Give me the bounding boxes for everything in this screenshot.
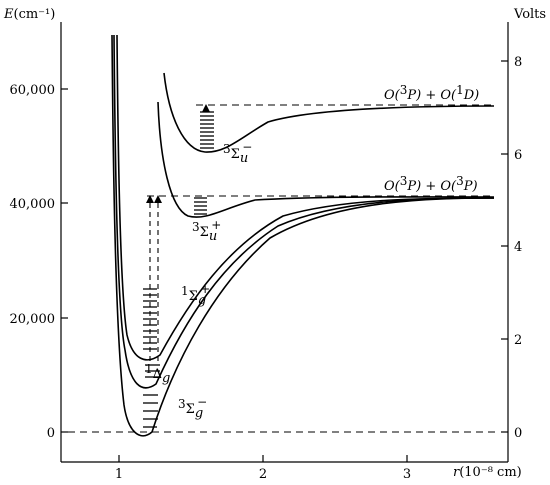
- left-axis-title-unit: (cm⁻¹): [14, 7, 56, 22]
- left-tick-label-60000: 60,000: [10, 83, 56, 98]
- transition-arrows: [146, 104, 210, 362]
- left-tick-label-40000: 40,000: [10, 197, 56, 212]
- arrowhead-b: [154, 195, 162, 203]
- arrowhead-c: [202, 104, 210, 112]
- left-axis-title-symbol: E: [3, 7, 14, 22]
- right-tick-label-2: 2: [514, 333, 522, 348]
- vibrational-levels-3sigma-g-minus: [143, 394, 158, 428]
- label-upper-limit: O(3P) + O(1D): [384, 83, 479, 103]
- curve-3sigma-u-minus: [163, 72, 495, 153]
- vibrational-levels-1delta-g: [145, 364, 160, 378]
- bottom-tick-label-2: 2: [259, 467, 267, 482]
- left-tick-label-0: 0: [47, 426, 55, 441]
- right-axis-title: Volts: [513, 7, 546, 22]
- label-3sigma-u-plus: 3Σu+: [192, 218, 221, 244]
- left-axis-title: E(cm⁻¹): [3, 7, 55, 22]
- label-3sigma-g-minus: 3Σg−: [178, 395, 207, 421]
- right-tick-label-6: 6: [514, 148, 522, 163]
- right-tick-label-4: 4: [514, 240, 522, 255]
- curve-3sigma-u-plus: [157, 101, 495, 218]
- label-1delta-g: 1Δg: [145, 362, 170, 386]
- label-3sigma-u-minus: 3Σu−: [223, 140, 252, 166]
- bottom-axis-title-unit: (10⁻⁸ cm): [459, 465, 522, 480]
- vibrational-levels-3sigma-u-minus: [200, 111, 214, 149]
- bottom-axis-title-symbol: r: [453, 465, 460, 480]
- curve-1sigma-g-plus: [116, 34, 495, 361]
- vibrational-levels-3sigma-u-plus: [194, 197, 207, 215]
- right-tick-label-8: 8: [514, 55, 522, 70]
- bottom-tick-label-1: 1: [115, 467, 123, 482]
- label-lower-limit: O(3P) + O(3P): [384, 174, 478, 194]
- bottom-axis-title: r(10⁻⁸ cm): [453, 465, 522, 480]
- bottom-tick-label-3: 3: [403, 467, 411, 482]
- arrowhead-a: [146, 195, 154, 203]
- label-1sigma-g-plus: 1Σg+: [181, 282, 210, 308]
- right-tick-label-0: 0: [514, 426, 522, 441]
- left-tick-label-20000: 20,000: [10, 312, 56, 327]
